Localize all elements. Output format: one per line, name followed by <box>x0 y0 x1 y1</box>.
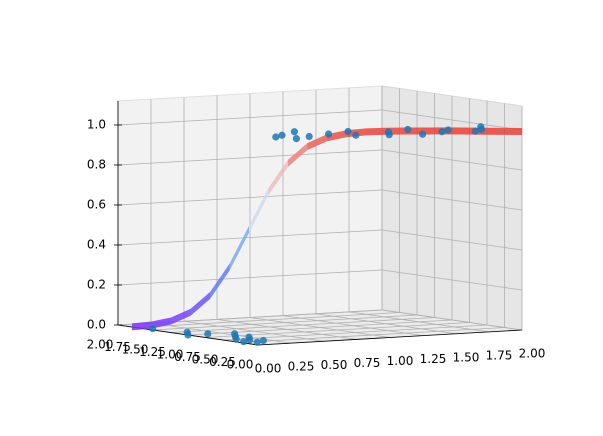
x-tick-label: 0.50 <box>321 358 348 372</box>
data-point <box>471 127 479 135</box>
surface-strip <box>288 142 308 167</box>
axis-line <box>257 329 523 346</box>
surface-strip <box>483 127 503 135</box>
data-point <box>290 128 298 136</box>
z-tick-label: 0.6 <box>87 198 106 212</box>
surface-strip <box>210 263 230 299</box>
z-tick-label: 0.8 <box>87 158 106 172</box>
grid-line <box>117 229 383 246</box>
z-tick-label: 0.2 <box>87 278 106 292</box>
data-point <box>253 338 261 346</box>
surface-strip <box>229 225 249 271</box>
surface-strip <box>132 321 152 331</box>
data-point <box>183 328 191 336</box>
surface-strip <box>502 127 522 135</box>
data-point <box>325 130 333 138</box>
y-tick-label: 0.75 <box>174 350 201 364</box>
x-tick-label: 0.25 <box>288 360 315 374</box>
grid-line <box>117 149 383 166</box>
y-tick-label: 0.00 <box>227 358 254 372</box>
grid-line <box>152 314 418 331</box>
x-tick-label: 1.75 <box>486 348 513 362</box>
data-point <box>259 336 267 345</box>
x-tick-label: 0.75 <box>354 356 381 370</box>
grid-line <box>240 327 505 343</box>
y-tick-label: 1.00 <box>157 348 184 362</box>
surface-strip <box>268 159 288 196</box>
surface-strip <box>190 292 210 316</box>
grid-line <box>117 189 383 206</box>
grid-line <box>135 312 400 328</box>
y-tick-label: 1.25 <box>139 345 166 359</box>
x-tick-label: 0.00 <box>255 362 282 376</box>
x-tick-label: 1.50 <box>453 350 480 364</box>
grid-line <box>381 269 523 291</box>
surface-strip <box>327 130 347 142</box>
data-point <box>305 132 313 141</box>
data-point <box>204 330 212 338</box>
y-tick-label: 2.00 <box>87 338 114 352</box>
surface-strip <box>366 127 386 136</box>
data-point <box>444 126 452 134</box>
data-point <box>344 127 352 136</box>
data-point <box>352 131 360 139</box>
y-tick-label: 1.75 <box>104 340 131 354</box>
data-point <box>384 128 392 136</box>
grid-line <box>381 109 523 131</box>
x-tick-label: 1.00 <box>387 354 414 368</box>
z-tick-label: 0.4 <box>87 238 106 252</box>
grid-line <box>222 324 488 341</box>
grid-line <box>381 309 523 331</box>
data-point <box>240 338 248 346</box>
grid-line <box>117 109 383 126</box>
grid-line <box>381 149 523 171</box>
data-point <box>149 325 157 333</box>
data-point <box>292 135 300 143</box>
data-point <box>438 128 446 136</box>
x-tick-label: 2.00 <box>519 347 546 361</box>
grid-line <box>117 269 383 286</box>
z-tick-label: 1.0 <box>87 118 106 132</box>
z-tick-label: 0.0 <box>87 318 106 332</box>
x-tick-label: 1.25 <box>420 352 447 366</box>
data-point <box>404 125 412 134</box>
data-point <box>477 123 485 131</box>
data-point <box>245 333 253 341</box>
surface-strip <box>249 188 269 233</box>
grid-line <box>381 189 523 211</box>
data-point <box>419 130 427 138</box>
surface-strip <box>171 308 191 325</box>
surface-strip <box>307 134 327 150</box>
y-tick-label: 0.50 <box>192 353 219 367</box>
surface-strip <box>151 317 171 329</box>
y-tick-label: 1.50 <box>122 343 149 357</box>
grid-line <box>381 229 523 251</box>
grid-line <box>170 317 435 333</box>
data-point <box>272 133 280 141</box>
data-point <box>278 131 286 139</box>
data-point <box>231 330 239 338</box>
y-tick-label: 0.25 <box>209 355 236 369</box>
